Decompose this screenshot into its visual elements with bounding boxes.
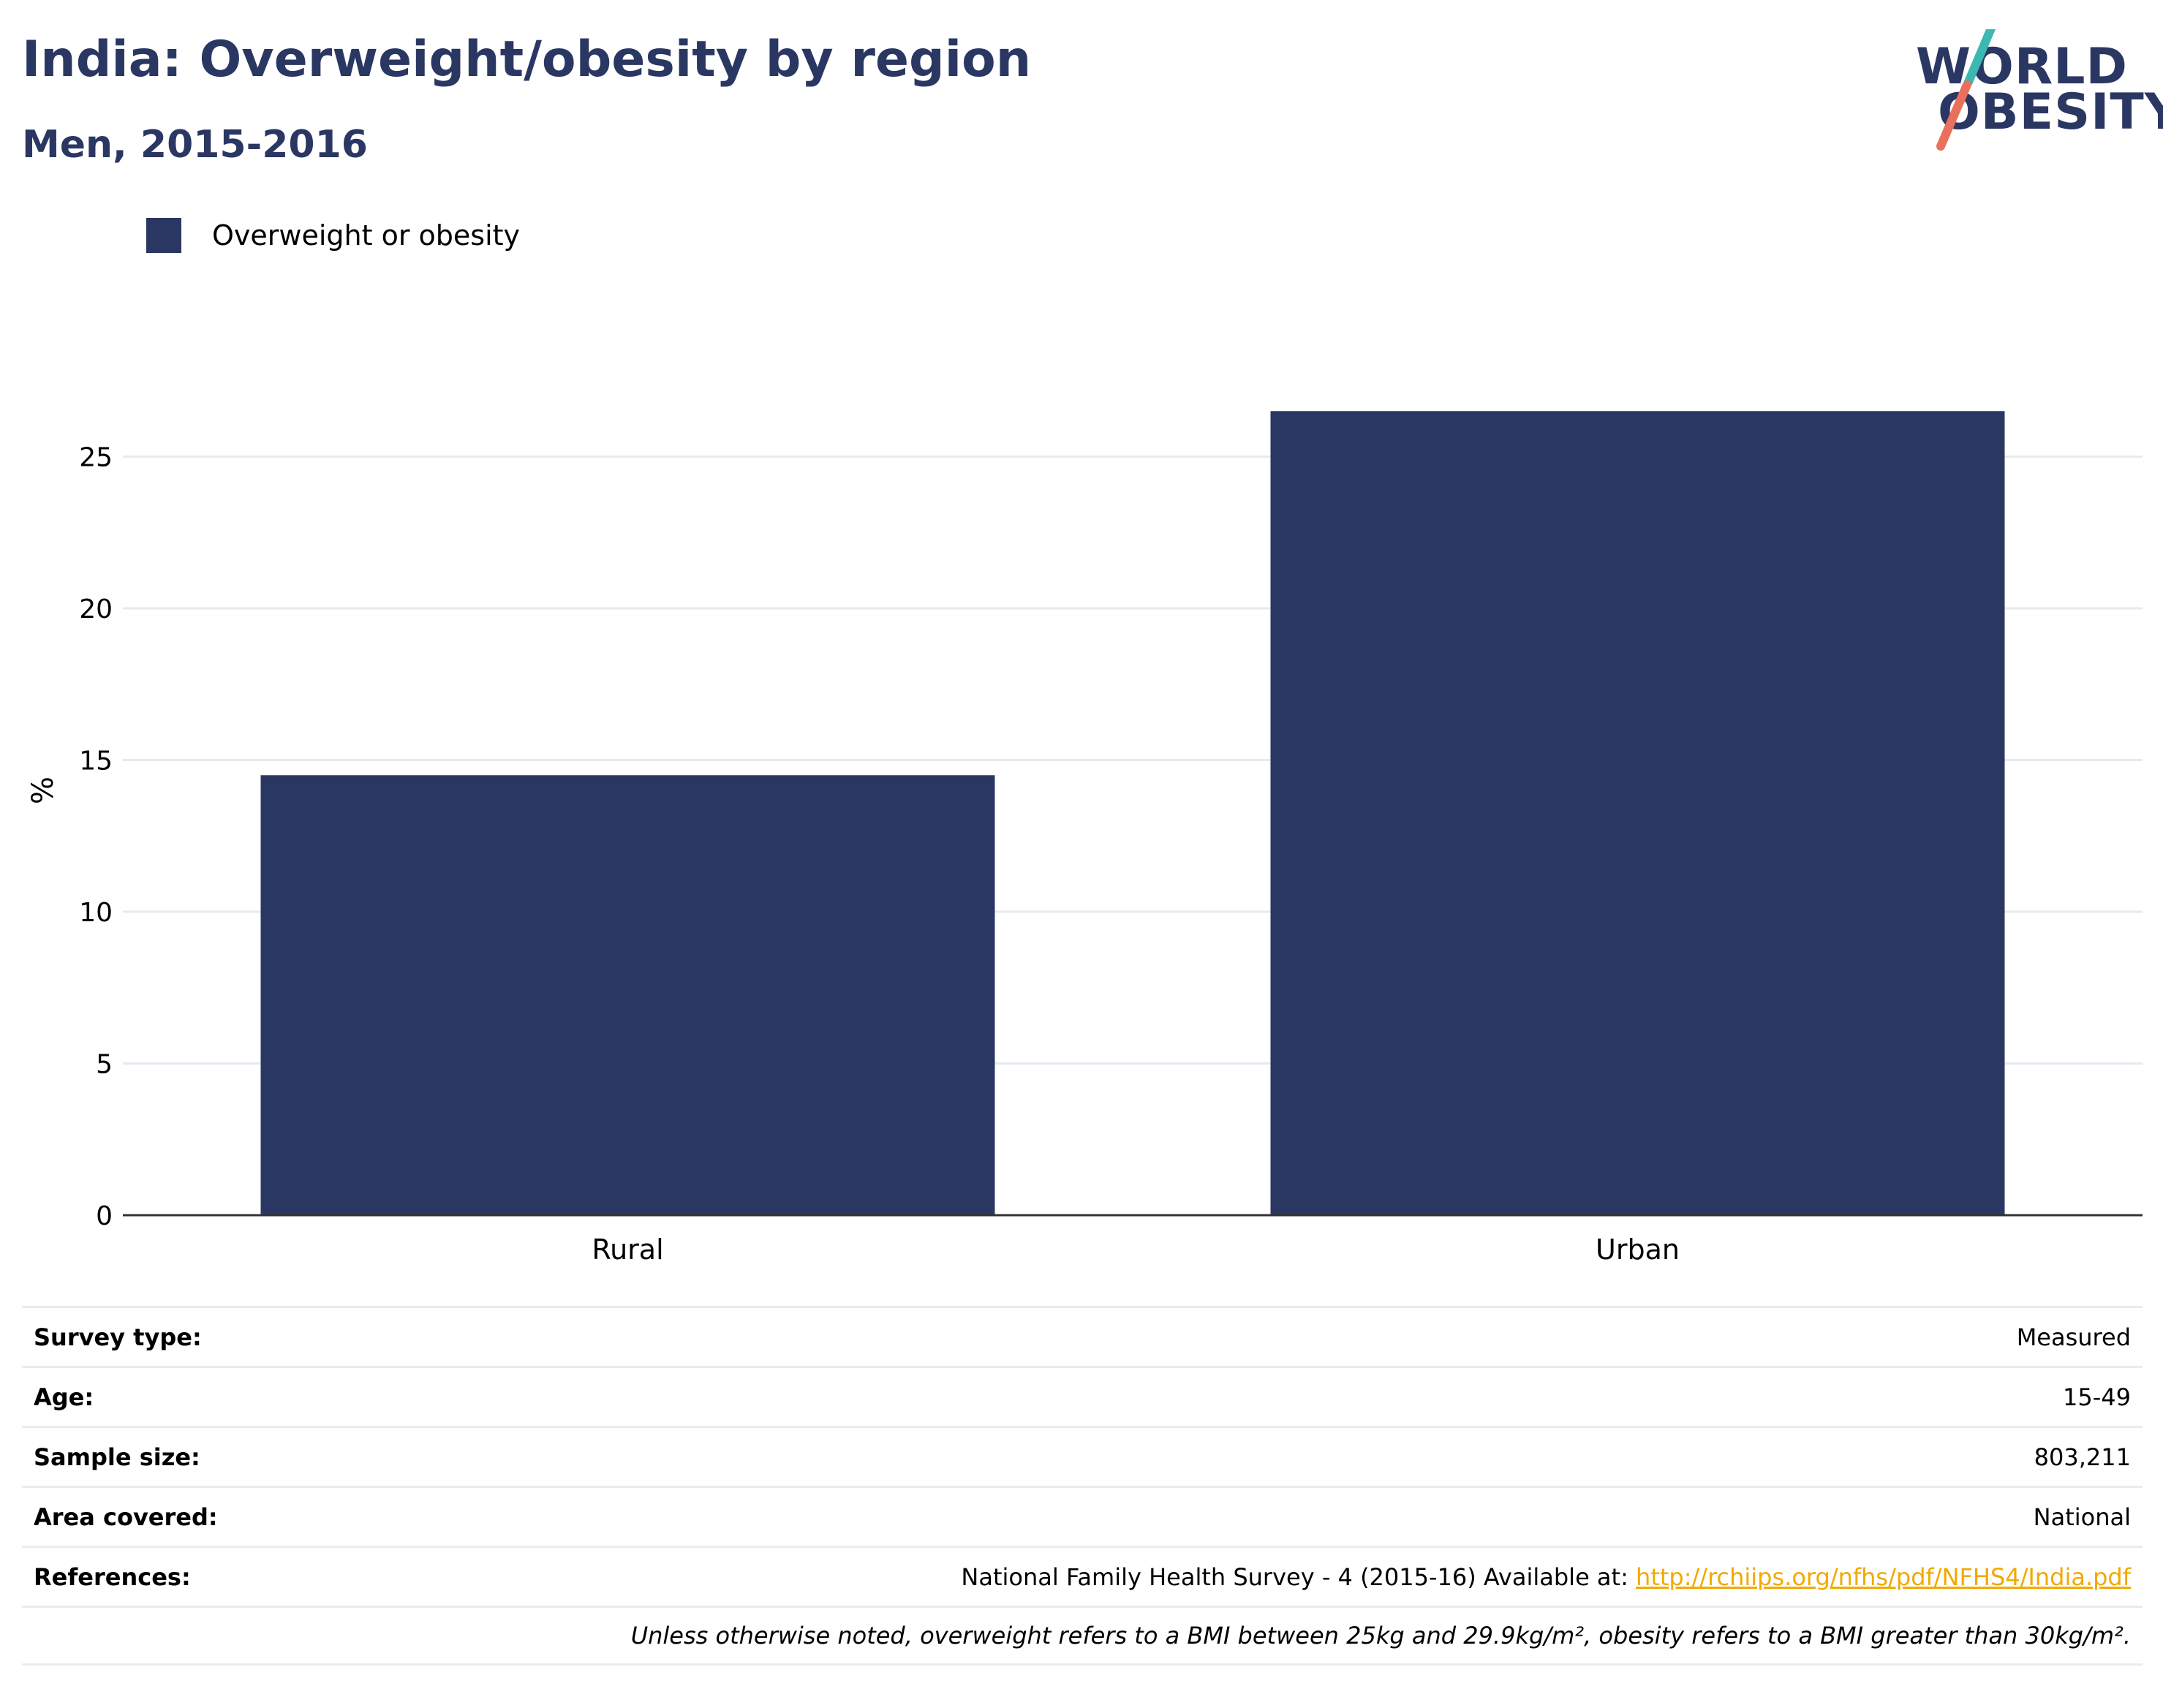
y-tick-label: 20	[79, 594, 113, 624]
definition-note: Unless otherwise noted, overweight refer…	[630, 1622, 2131, 1650]
legend-swatch	[146, 218, 181, 253]
meta-key: Age:	[34, 1383, 94, 1411]
y-tick-label: 10	[79, 898, 113, 928]
meta-key: Sample size:	[34, 1443, 200, 1471]
meta-value: 15-49	[2063, 1383, 2131, 1411]
meta-key: Area covered:	[34, 1503, 218, 1531]
bars	[260, 411, 2005, 1215]
meta-value: 803,211	[2034, 1443, 2131, 1471]
y-tick-label: 5	[96, 1050, 113, 1080]
y-tick-label: 25	[79, 443, 113, 473]
meta-key: Survey type:	[34, 1323, 202, 1351]
chart-title: India: Overweight/obesity by region	[22, 31, 1032, 88]
chart-subtitle: Men, 2015-2016	[22, 123, 368, 167]
meta-row-survey-type: Survey type: Measured	[22, 1306, 2143, 1366]
meta-value: National Family Health Survey - 4 (2015-…	[961, 1563, 2131, 1591]
meta-key: References:	[34, 1562, 191, 1591]
x-tick-label: Urban	[1596, 1233, 1680, 1266]
survey-metadata-table: Survey type: Measured Age: 15-49 Sample …	[22, 1306, 2143, 1666]
y-axis-label: %	[26, 776, 60, 804]
meta-row-area-covered: Area covered: National	[22, 1486, 2143, 1546]
x-tick-label: Rural	[592, 1233, 663, 1266]
meta-row-note: Unless otherwise noted, overweight refer…	[22, 1606, 2143, 1666]
axes: 0 5 10 15 20 25 Rural Urban%	[26, 443, 2143, 1266]
y-tick-label: 0	[96, 1201, 113, 1231]
meta-row-sample-size: Sample size: 803,211	[22, 1426, 2143, 1486]
legend-label: Overweight or obesity	[212, 219, 521, 252]
chart-legend: Overweight or obesity	[146, 218, 520, 253]
meta-row-references: References: National Family Health Surve…	[22, 1546, 2143, 1606]
meta-row-age: Age: 15-49	[22, 1366, 2143, 1426]
meta-value: Measured	[2016, 1323, 2131, 1351]
meta-value: National	[2033, 1503, 2131, 1531]
y-tick-label: 15	[79, 747, 113, 776]
logo-slash-icon	[1936, 29, 1996, 151]
reference-text: National Family Health Survey - 4 (2015-…	[961, 1562, 1637, 1591]
bar-chart: 0 5 10 15 20 25 Rural Urban%	[26, 411, 2143, 1266]
reference-link[interactable]: http://rchiips.org/nfhs/pdf/NFHS4/India.…	[1636, 1562, 2131, 1591]
world-obesity-logo: WORLD OBESITY	[1909, 29, 2163, 161]
logo-line-2: OBESITY	[1938, 83, 2163, 141]
bar-rural	[260, 775, 995, 1215]
logo-line-1: WORLD	[1916, 38, 2128, 96]
bar-urban	[1270, 411, 2005, 1215]
